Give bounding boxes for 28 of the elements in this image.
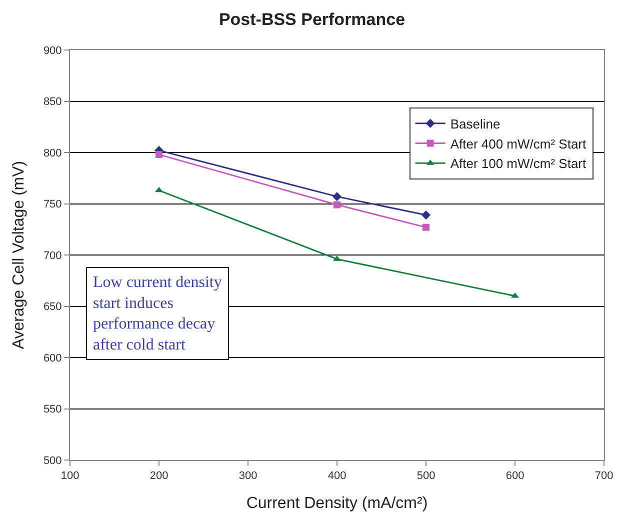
x-tick-label: 500 <box>416 470 436 482</box>
y-tick-label: 900 <box>43 44 62 57</box>
x-tick-label: 600 <box>506 470 524 482</box>
x-tick-label: 700 <box>594 470 614 482</box>
x-tick-label: 100 <box>60 470 80 482</box>
y-tick-label: 500 <box>43 454 62 467</box>
y-tick-label: 800 <box>43 147 62 160</box>
chart-title: Post-BSS Performance <box>218 10 406 29</box>
point <box>334 201 340 208</box>
legend-label: After 100 mW/cm² Start <box>450 156 587 172</box>
y-tick-label: 600 <box>43 352 62 364</box>
y-tick-label: 850 <box>43 96 62 108</box>
x-tick-label: 300 <box>238 470 258 482</box>
y-axis-title: Average Cell Voltage (mV) <box>10 160 28 350</box>
legend-label: After 400 mW/cm² Start <box>450 136 587 152</box>
point <box>421 210 431 220</box>
point <box>156 151 162 158</box>
y-tick-label: 750 <box>43 198 62 211</box>
x-axis-title: Current Density (mA/cm²) <box>246 494 428 512</box>
annotation: Low current density start induces performance decay after cold start <box>93 274 222 354</box>
point <box>332 192 342 202</box>
y-tick-label: 700 <box>43 250 62 262</box>
legend-label: Baseline <box>450 116 500 132</box>
x-tick-label: 400 <box>328 470 346 482</box>
y-tick-label: 550 <box>43 404 62 416</box>
y-tick-label: 650 <box>43 301 62 314</box>
point <box>422 224 430 231</box>
x-tick-label: 200 <box>150 470 168 482</box>
